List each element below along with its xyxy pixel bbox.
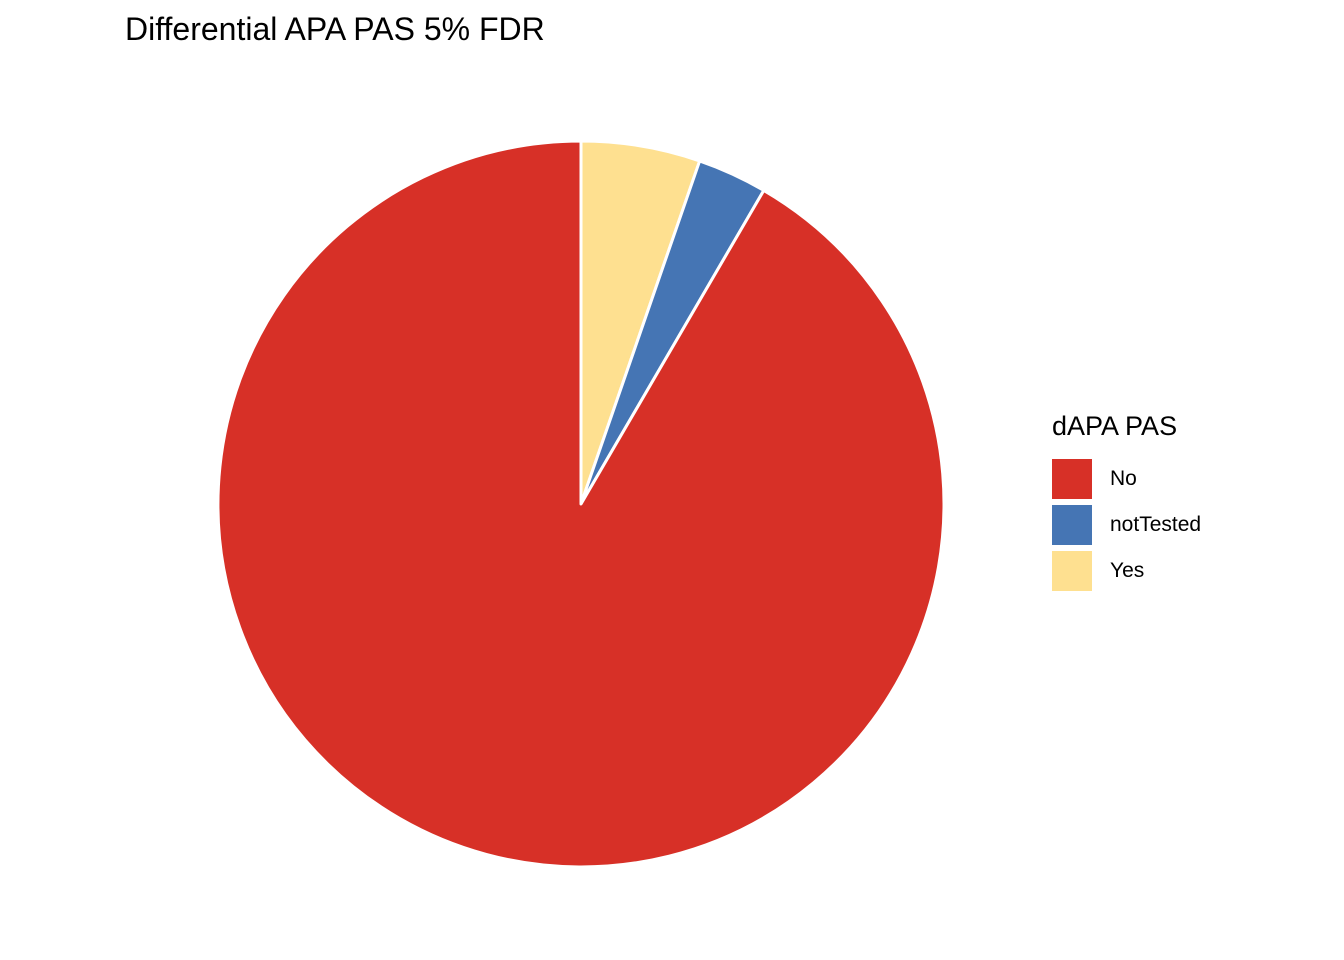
- legend-item-no: No: [1052, 456, 1201, 502]
- legend-key-swatch: [1052, 505, 1092, 545]
- legend-label: Yes: [1110, 559, 1145, 582]
- chart-title: Differential APA PAS 5% FDR: [125, 11, 545, 47]
- legend-label: No: [1110, 467, 1137, 490]
- pie-slice-no: [216, 139, 946, 869]
- legend-items: No notTested Yes: [1052, 456, 1201, 594]
- legend: dAPA PAS No notTested Yes: [1052, 411, 1201, 594]
- legend-key-swatch: [1052, 459, 1092, 499]
- legend-label: notTested: [1110, 513, 1202, 536]
- legend-item-nottested: notTested: [1052, 502, 1201, 548]
- legend-item-yes: Yes: [1052, 548, 1201, 594]
- legend-title: dAPA PAS: [1052, 411, 1178, 441]
- legend-key-swatch: [1052, 551, 1092, 591]
